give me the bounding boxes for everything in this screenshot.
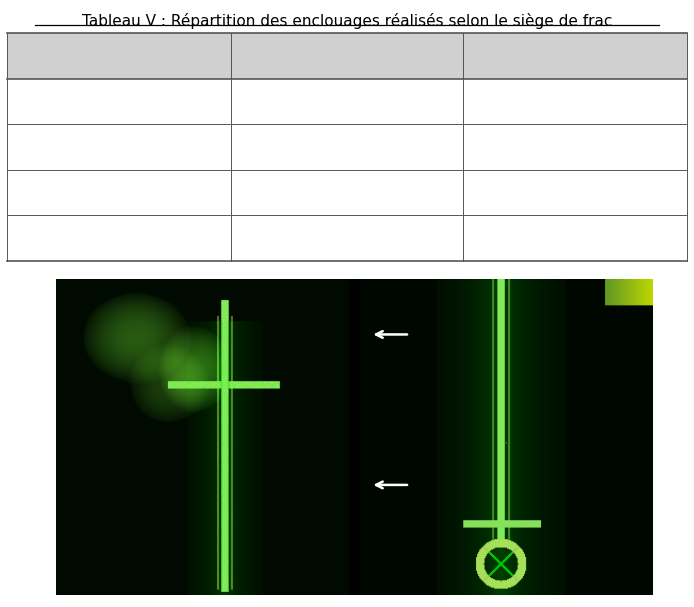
Text: 6: 6 xyxy=(239,186,248,200)
Text: Nombre des ECM réalisés: Nombre des ECM réalisés xyxy=(259,49,435,63)
Text: 44: 44 xyxy=(239,140,257,154)
Text: /3 moy: /3 moy xyxy=(15,140,63,154)
Text: 10: 10 xyxy=(239,95,257,109)
Text: 11.2%: 11.2% xyxy=(471,95,515,109)
Text: Tableau V : Répartition des enclouages réalisés selon le siège de frac: Tableau V : Répartition des enclouages r… xyxy=(82,13,612,29)
Text: 66.6%: 66.6% xyxy=(471,231,515,245)
Text: 60: 60 xyxy=(239,231,257,245)
Text: /3 inf: /3 inf xyxy=(15,186,51,200)
Text: /3 sup: /3 sup xyxy=(15,95,58,109)
Text: Pourcentages: Pourcentages xyxy=(527,49,622,63)
Text: Siege de la fracture: Siege de la fracture xyxy=(51,49,187,63)
Text: Total: Total xyxy=(15,231,48,245)
Text: 6.6%: 6.6% xyxy=(471,186,506,200)
Text: 48.8%: 48.8% xyxy=(471,140,515,154)
